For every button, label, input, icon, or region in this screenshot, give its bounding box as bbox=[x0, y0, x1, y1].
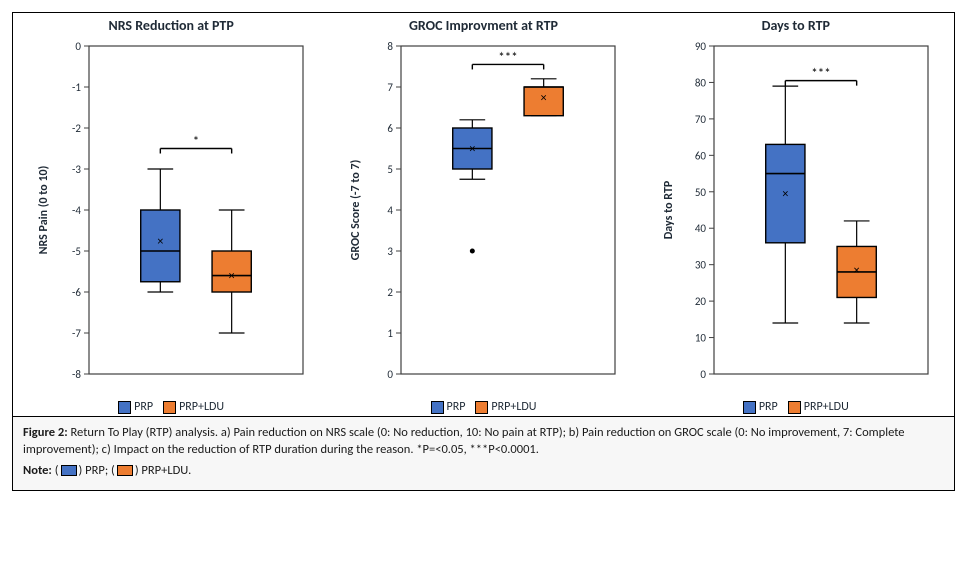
boxplot: 0 1 2 3 4 5 6 7 8 GROC Score (-7 to 7) × × *** bbox=[343, 36, 623, 396]
legend: PRP PRP+LDU bbox=[743, 400, 849, 414]
ytick-label: -4 bbox=[72, 204, 81, 217]
note-prefix: Note: bbox=[23, 463, 52, 478]
y-axis-label: NRS Pain (0 to 10) bbox=[37, 166, 51, 255]
legend-item: PRP bbox=[743, 400, 778, 414]
panel-title: Days to RTP bbox=[762, 17, 830, 34]
mean-marker: × bbox=[470, 143, 476, 157]
boxplot: 0 10 20 30 40 50 60 70 80 90 Days to RTP × × *** bbox=[656, 36, 936, 396]
ytick-label: 0 bbox=[388, 368, 394, 381]
ytick-label: 0 bbox=[76, 40, 82, 53]
legend-item: PRP+LDU bbox=[475, 400, 536, 414]
ytick-label: -2 bbox=[72, 122, 81, 135]
mean-marker: × bbox=[853, 264, 859, 278]
ytick-label: 3 bbox=[388, 245, 394, 258]
mean-marker: × bbox=[229, 270, 235, 284]
note-label: PRP+LDU. bbox=[139, 463, 192, 478]
legend-item: PRP+LDU bbox=[163, 400, 224, 414]
caption-prefix: Figure 2: bbox=[23, 425, 68, 440]
significance-label: * bbox=[193, 135, 199, 150]
charts-row: NRS Reduction at PTP -8 -7 -6 -5 -4 -3 -2 -1 0 NRS… bbox=[13, 13, 954, 416]
mean-marker: × bbox=[157, 235, 163, 249]
panel-A: NRS Reduction at PTP -8 -7 -6 -5 -4 -3 -2 -1 0 NRS… bbox=[16, 17, 326, 414]
legend: PRP PRP+LDU bbox=[431, 400, 537, 414]
panel-B: GROC Improvment at RTP 0 1 2 3 4 5 6 7 8 GROC Scor… bbox=[328, 17, 638, 414]
y-axis-label: Days to RTP bbox=[662, 180, 676, 239]
note-swatch: () bbox=[55, 463, 83, 478]
mean-marker: × bbox=[782, 188, 788, 202]
ytick-label: 60 bbox=[695, 149, 707, 162]
significance-label: *** bbox=[811, 67, 830, 82]
ytick-label: 30 bbox=[695, 259, 707, 272]
y-axis-label: GROC Score (-7 to 7) bbox=[349, 160, 363, 261]
panel-title: GROC Improvment at RTP bbox=[409, 17, 558, 34]
legend-item: PRP bbox=[118, 400, 153, 414]
ytick-label: 4 bbox=[388, 204, 394, 217]
panel-title: NRS Reduction at PTP bbox=[108, 17, 233, 34]
ytick-label: -8 bbox=[72, 368, 81, 381]
ytick-label: 80 bbox=[695, 76, 707, 89]
panel-C: Days to RTP 0 10 20 30 40 50 60 70 80 90 Days to RT… bbox=[641, 17, 951, 414]
figure-container: NRS Reduction at PTP -8 -7 -6 -5 -4 -3 -2 -1 0 NRS… bbox=[12, 12, 955, 491]
legend: PRP PRP+LDU bbox=[118, 400, 224, 414]
ytick-label: 5 bbox=[388, 163, 394, 176]
ytick-label: 90 bbox=[695, 40, 707, 53]
ytick-label: 40 bbox=[695, 222, 707, 235]
ytick-label: 20 bbox=[695, 295, 707, 308]
ytick-label: -5 bbox=[72, 245, 81, 258]
outlier-point bbox=[470, 249, 475, 254]
ytick-label: 6 bbox=[388, 122, 394, 135]
ytick-label: -6 bbox=[72, 286, 81, 299]
ytick-label: 2 bbox=[388, 286, 394, 299]
significance-label: *** bbox=[499, 50, 518, 65]
note-swatch: () bbox=[111, 463, 139, 478]
ytick-label: 10 bbox=[695, 332, 707, 345]
ytick-label: 8 bbox=[388, 40, 394, 53]
note-line: Note: () PRP; () PRP+LDU. bbox=[23, 463, 944, 480]
ytick-label: 50 bbox=[695, 186, 707, 199]
caption-text: Return To Play (RTP) analysis. a) Pain r… bbox=[23, 425, 905, 457]
mean-marker: × bbox=[541, 91, 547, 105]
ytick-label: 70 bbox=[695, 113, 707, 126]
ytick-label: -3 bbox=[72, 163, 81, 176]
legend-item: PRP bbox=[431, 400, 466, 414]
ytick-label: 1 bbox=[388, 327, 394, 340]
ytick-label: -7 bbox=[72, 327, 81, 340]
note-label: PRP; bbox=[82, 463, 111, 478]
legend-item: PRP+LDU bbox=[788, 400, 849, 414]
ytick-label: 7 bbox=[388, 81, 394, 94]
boxplot: -8 -7 -6 -5 -4 -3 -2 -1 0 NRS Pain (0 to 10) × × * bbox=[31, 36, 311, 396]
ytick-label: -1 bbox=[72, 81, 81, 94]
caption-box: Figure 2: Return To Play (RTP) analysis.… bbox=[13, 416, 954, 490]
ytick-label: 0 bbox=[700, 368, 706, 381]
caption-line: Figure 2: Return To Play (RTP) analysis.… bbox=[23, 425, 944, 459]
note-items: () PRP; () PRP+LDU. bbox=[55, 463, 192, 478]
